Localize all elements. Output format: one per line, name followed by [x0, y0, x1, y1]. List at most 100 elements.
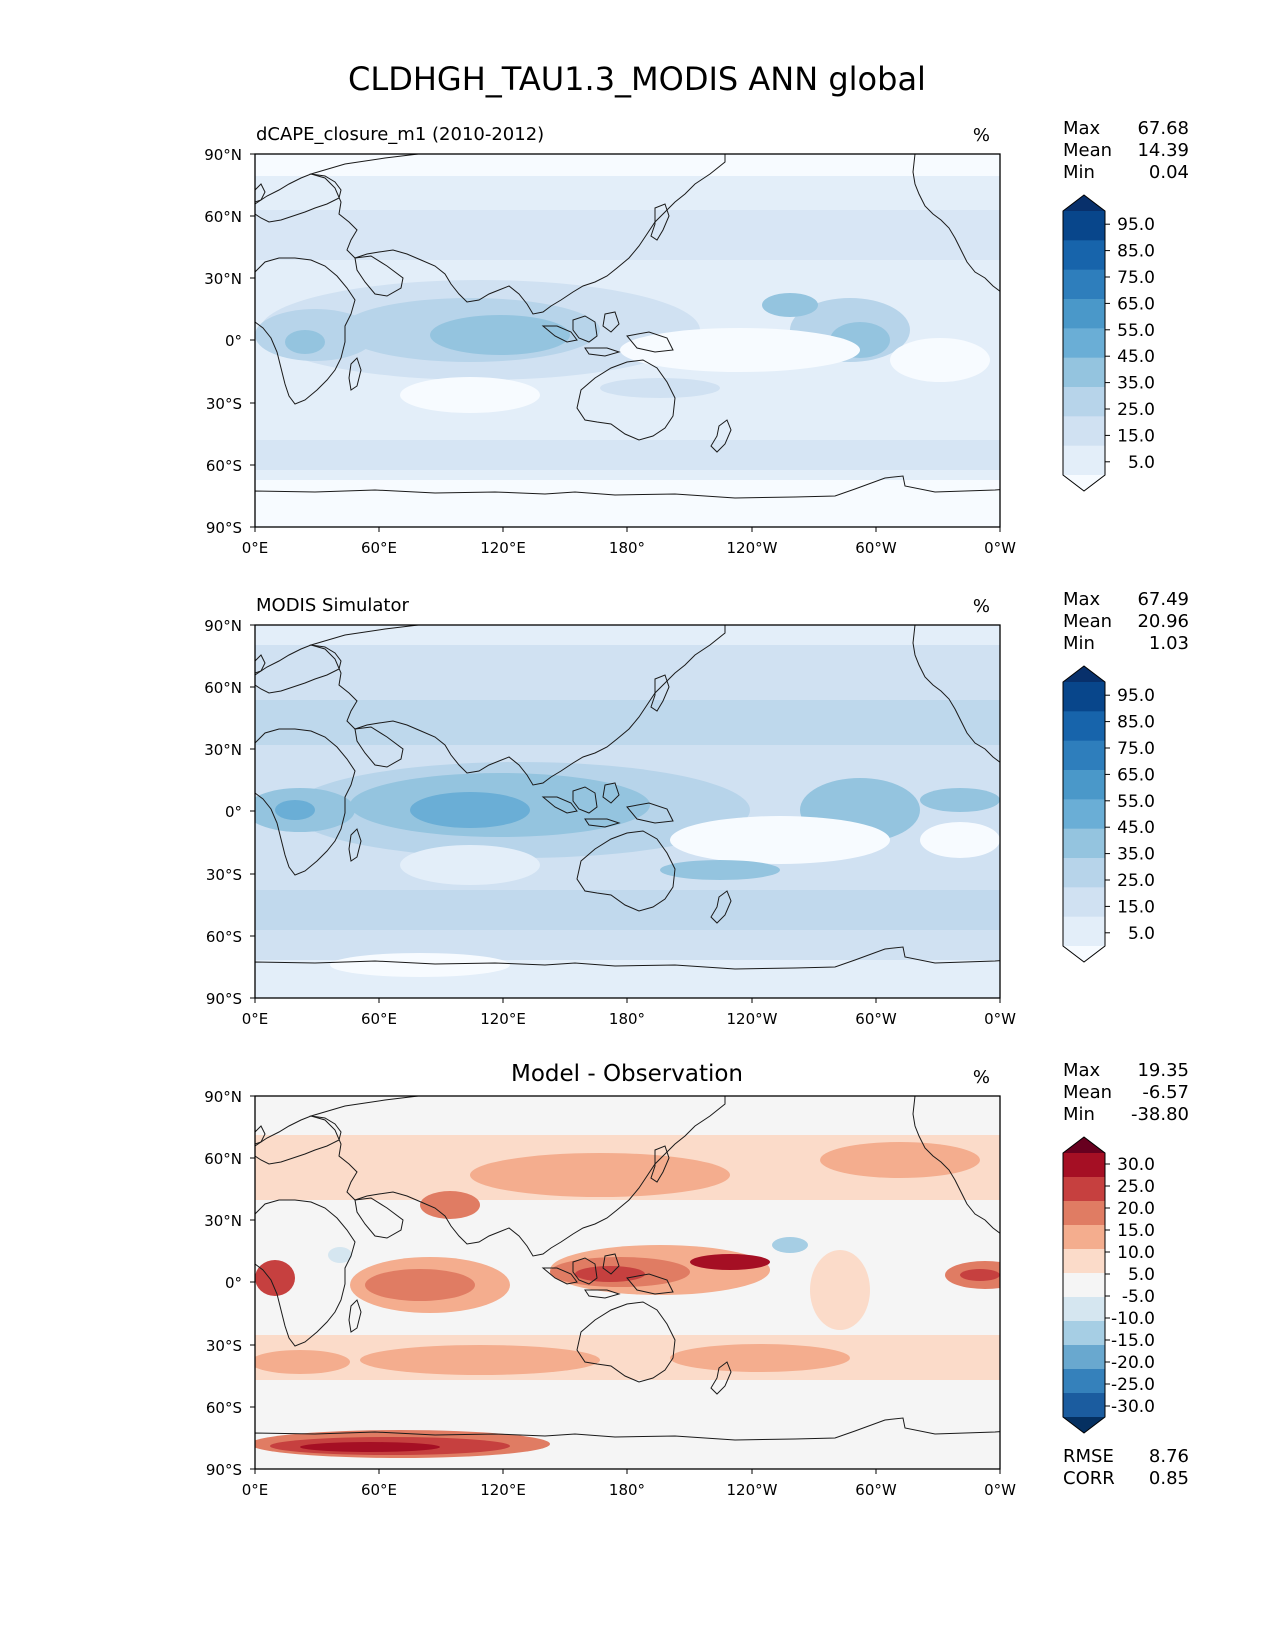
stat-value: -38.80 — [1131, 1104, 1189, 1125]
stat-label: Min — [1063, 633, 1095, 654]
lat-tick-label: 0° — [225, 1274, 242, 1292]
stat-label: Mean — [1063, 1082, 1112, 1103]
stat-label: CORR — [1063, 1468, 1115, 1489]
colorbar-swatch — [1063, 1153, 1105, 1178]
colorbar-swatch — [1063, 1321, 1105, 1346]
lat-tick-label: 30°N — [204, 1212, 242, 1230]
colorbar-swatch — [1063, 387, 1105, 417]
colorbar: 30.025.020.015.010.05.0-5.0-10.0-15.0-20… — [1062, 1136, 1155, 1434]
lon-tick-label: 60°W — [855, 539, 897, 557]
colorbar-extend-max — [1063, 1137, 1105, 1153]
lat-tick-label: 30°N — [204, 270, 242, 288]
lon-tick-label: 120°W — [727, 1010, 778, 1028]
lat-tick-label: 90°N — [204, 146, 242, 164]
lat-tick-label: 30°S — [206, 1337, 242, 1355]
colorbar-outline — [1062, 194, 1106, 492]
colorbar-swatch — [1063, 328, 1105, 359]
colorbar-swatch — [1063, 445, 1105, 476]
stat-value: 20.96 — [1137, 611, 1189, 632]
colorbar-tick-label: -5.0 — [1122, 1287, 1155, 1307]
lat-tick-label: 90°S — [206, 1461, 242, 1479]
lat-tick-label: 60°S — [206, 1399, 242, 1417]
figure-title: CLDHGH_TAU1.3_MODIS ANN global — [348, 60, 926, 98]
colorbar-tick-label: 65.0 — [1117, 765, 1155, 785]
colorbar-tick-label: 85.0 — [1117, 242, 1155, 262]
lon-tick-label: 180° — [609, 539, 645, 557]
colorbar-swatch — [1063, 799, 1105, 830]
colorbar-tick-label: 15.0 — [1117, 897, 1155, 917]
stat-value: 0.04 — [1149, 162, 1189, 183]
colorbar-tick-label: 95.0 — [1117, 215, 1155, 235]
stat-value: 1.03 — [1149, 633, 1189, 654]
colorbar-tick-label: 30.0 — [1117, 1155, 1155, 1175]
colorbar-extend-max — [1063, 195, 1105, 211]
colorbar-tick-label: 65.0 — [1117, 294, 1155, 314]
stats-block: Max 67.68 Mean 14.39 Min 0.04 — [1063, 118, 1189, 183]
colorbar-tick-label: 35.0 — [1117, 374, 1155, 394]
units-label: % — [973, 125, 990, 146]
stat-value: 19.35 — [1137, 1060, 1189, 1081]
lat-tick-label: 90°N — [204, 617, 242, 635]
colorbar: 95.0 85.0 75.0 65.0 55.0 45.0 35.0 25.0 15.0 5.0 — [1062, 194, 1155, 492]
stat-value: 14.39 — [1137, 140, 1189, 161]
colorbar-tick-label: 5.0 — [1128, 924, 1155, 944]
colorbar-swatch — [1063, 1249, 1105, 1274]
stat-value: 8.76 — [1149, 1446, 1189, 1467]
colorbar-tick-label: 55.0 — [1117, 321, 1155, 341]
colorbar-swatch — [1063, 711, 1105, 742]
colorbar-tick-label: -20.0 — [1111, 1353, 1155, 1373]
stat-value: 67.49 — [1137, 589, 1189, 610]
lon-tick-label: 180° — [609, 1010, 645, 1028]
panel-difference: Model - Observation % — [204, 1060, 1189, 1499]
lon-tick-label: 60°E — [361, 1481, 397, 1499]
lon-tick-label: 60°W — [855, 1010, 897, 1028]
lon-tick-label: 180° — [609, 1481, 645, 1499]
lon-tick-label: 120°E — [480, 539, 526, 557]
lon-tick-label: 0°W — [984, 1010, 1016, 1028]
map-field — [255, 154, 1000, 527]
colorbar-tick-label: 25.0 — [1117, 400, 1155, 420]
colorbar-swatch — [1063, 1177, 1105, 1202]
colorbar-swatch — [1063, 682, 1105, 712]
lat-tick-label: 30°S — [206, 866, 242, 884]
lon-tick-label: 120°E — [480, 1010, 526, 1028]
colorbar-outline — [1062, 665, 1106, 963]
colorbar-swatch — [1063, 1297, 1105, 1322]
lon-axis: 0°E 60°E 120°E 180° 120°W 60°W 0°W — [242, 527, 1016, 557]
panel-title: dCAPE_closure_m1 (2010-2012) — [256, 124, 544, 145]
colorbar-tick-label: -30.0 — [1111, 1397, 1155, 1417]
colorbar-tick-label: 10.0 — [1117, 1243, 1155, 1263]
stat-value: 67.68 — [1137, 118, 1189, 139]
colorbar-swatch — [1063, 887, 1105, 918]
lat-tick-label: 60°N — [204, 208, 242, 226]
colorbar-swatch — [1063, 1201, 1105, 1226]
colorbar-tick-label: 95.0 — [1117, 686, 1155, 706]
colorbar-swatch — [1063, 299, 1105, 329]
colorbar-tick-label: -25.0 — [1111, 1375, 1155, 1395]
lon-tick-label: 120°W — [727, 1481, 778, 1499]
stat-label: Max — [1063, 1060, 1101, 1081]
stat-label: Mean — [1063, 611, 1112, 632]
colorbar-tick-label: 75.0 — [1117, 739, 1155, 759]
colorbar-swatch — [1063, 211, 1105, 241]
lat-axis: 90°N 60°N 30°N 0° 30°S 60°S 90°S — [204, 1088, 255, 1479]
stat-label: Min — [1063, 162, 1095, 183]
colorbar-tick-label: 75.0 — [1117, 268, 1155, 288]
stat-value: -6.57 — [1142, 1082, 1189, 1103]
colorbar-swatch — [1063, 916, 1105, 947]
lat-tick-label: 90°S — [206, 990, 242, 1008]
colorbar-swatch — [1063, 240, 1105, 271]
colorbar-swatch — [1063, 1369, 1105, 1394]
colorbar-tick-label: 45.0 — [1117, 347, 1155, 367]
colorbar-tick-label: 35.0 — [1117, 845, 1155, 865]
colorbar-tick-label: 25.0 — [1117, 871, 1155, 891]
panel-title: Model - Observation — [511, 1061, 743, 1087]
panel-title: MODIS Simulator — [256, 595, 409, 616]
stat-label: Max — [1063, 118, 1101, 139]
lat-tick-label: 30°N — [204, 741, 242, 759]
lat-tick-label: 60°S — [206, 928, 242, 946]
colorbar-tick-label: -15.0 — [1111, 1331, 1155, 1351]
units-label: % — [973, 596, 990, 617]
lat-tick-label: 90°N — [204, 1088, 242, 1106]
